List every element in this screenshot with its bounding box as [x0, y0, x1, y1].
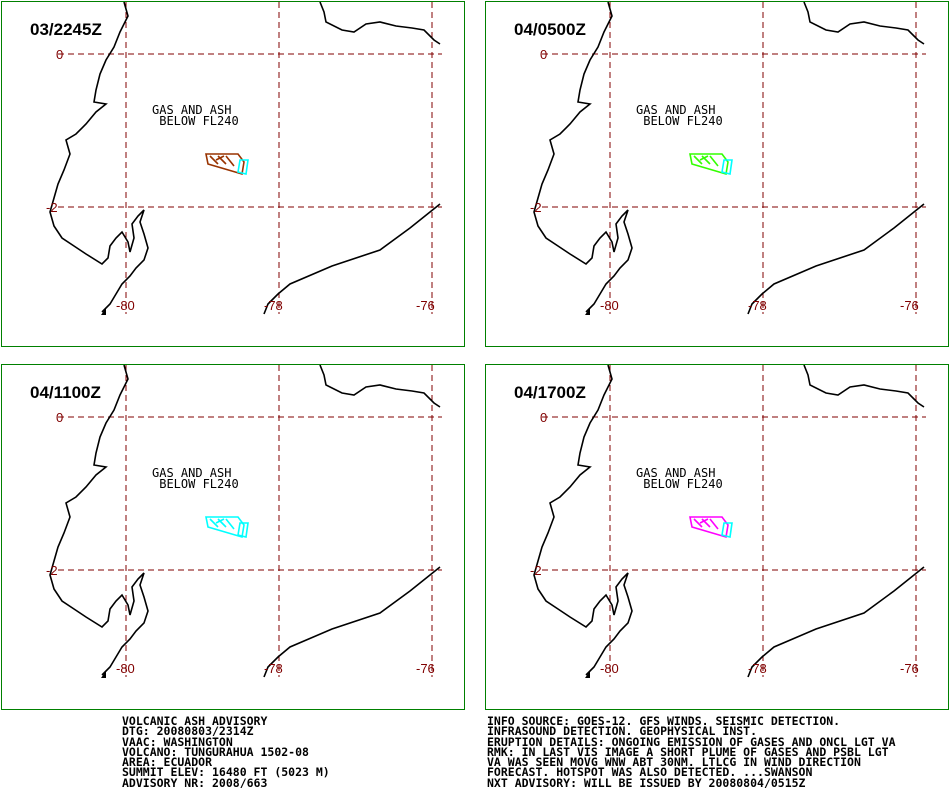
map-marker — [101, 671, 106, 678]
advisory-line: INFO SOURCE: GOES-12. GFS WINDS. SEISMIC… — [487, 714, 841, 728]
advisory-line: ERUPTION DETAILS: ONGOING EMISSION OF GA… — [487, 734, 896, 749]
advisory-line: RMK: IN LAST VIS IMAGE A SHORT PLUME OF … — [487, 744, 889, 759]
coastline-southeast — [747, 566, 925, 678]
panel-time-label: 04/1100Z — [30, 383, 101, 402]
plume-description: GAS AND ASH BELOW FL240 — [636, 103, 723, 128]
tick-label-lon-minus-80: -80 — [116, 661, 135, 676]
coastline-west — [49, 2, 149, 313]
volcano-hotspot-marker — [721, 522, 733, 538]
plume-description: GAS AND ASH BELOW FL240 — [152, 103, 239, 128]
coastline-southeast — [263, 566, 441, 678]
tick-label-lon-minus-78: -78 — [264, 298, 283, 313]
map-panel: 03/2245Z GAS AND ASH BELOW FL240 0 -2 -80 -78… — [1, 1, 465, 347]
advisory-line: INFRASOUND DETECTION. GEOPHYSICAL INST. — [487, 724, 758, 739]
ash-plume-polygon — [205, 516, 245, 539]
map-canvas — [49, 365, 442, 678]
coastline-northeast — [803, 365, 925, 408]
plume-description: GAS AND ASH BELOW FL240 — [636, 466, 723, 491]
tick-label-lon-minus-76: -76 — [416, 661, 435, 676]
advisory-line: SUMMIT ELEV: 16480 FT (5023 M) — [122, 765, 330, 780]
map-canvas — [49, 2, 442, 315]
tick-label-lat-minus-2: -2 — [530, 200, 542, 215]
advisory-line: ADVISORY NR: 2008/663 — [122, 775, 268, 790]
map-canvas — [533, 2, 926, 315]
map-marker — [585, 308, 590, 315]
tick-label-lon-minus-78: -78 — [264, 661, 283, 676]
advisory-line: VOLCANO: TUNGURAHUA 1502-08 — [122, 744, 309, 759]
ash-plume-polygon — [205, 153, 245, 176]
tick-label-lon-minus-80: -80 — [600, 298, 619, 313]
map-canvas — [533, 365, 926, 678]
tick-label-lat-0: 0 — [56, 410, 64, 425]
plume-description: GAS AND ASH BELOW FL240 — [152, 466, 239, 491]
coastline-northeast — [319, 365, 441, 408]
coastline-northeast — [319, 2, 441, 45]
advisory-line: VOLCANIC ASH ADVISORY — [122, 714, 268, 728]
tick-label-lat-minus-2: -2 — [46, 200, 58, 215]
tick-label-lat-minus-2: -2 — [46, 563, 58, 578]
tick-label-lon-minus-78: -78 — [748, 661, 767, 676]
tick-label-lon-minus-78: -78 — [748, 298, 767, 313]
advisory-line: VAAC: WASHINGTON — [122, 734, 233, 749]
coastline-northeast — [803, 2, 925, 45]
map-panel: 04/0500Z GAS AND ASH BELOW FL240 0 -2 -80 -78… — [485, 1, 949, 347]
coastline-west — [533, 365, 633, 676]
ash-plume-polygon — [689, 153, 729, 176]
advisory-header-block: VOLCANIC ASH ADVISORY DTG: 20080803/2314… — [122, 714, 330, 790]
coastline-southeast — [747, 203, 925, 315]
volcano-hotspot-marker — [721, 159, 733, 175]
volcano-hotspot-marker — [237, 522, 249, 538]
map-marker — [585, 671, 590, 678]
map-panel: 04/1100Z GAS AND ASH BELOW FL240 0 -2 -80 -78… — [1, 364, 465, 710]
ash-plume-polygon — [689, 516, 729, 539]
tick-label-lat-0: 0 — [56, 47, 64, 62]
tick-label-lon-minus-76: -76 — [900, 298, 919, 313]
advisory-line: VA WAS SEEN MOVG WNW ABT 30NM. LTLCG IN … — [487, 755, 861, 770]
advisory-details-block: INFO SOURCE: GOES-12. GFS WINDS. SEISMIC… — [487, 714, 896, 790]
advisory-line: DTG: 20080803/2314Z — [122, 724, 254, 739]
panel-time-label: 04/0500Z — [514, 20, 586, 39]
tick-label-lat-0: 0 — [540, 47, 548, 62]
advisory-line: AREA: ECUADOR — [122, 755, 213, 770]
coastline-southeast — [263, 203, 441, 315]
coastline-west — [533, 2, 633, 313]
panel-time-label: 04/1700Z — [514, 383, 586, 402]
volcano-hotspot-marker — [237, 159, 249, 175]
tick-label-lat-minus-2: -2 — [530, 563, 542, 578]
tick-label-lon-minus-80: -80 — [116, 298, 135, 313]
advisory-line: NXT ADVISORY: WILL BE ISSUED BY 20080804… — [487, 775, 806, 790]
tick-label-lat-0: 0 — [540, 410, 548, 425]
map-marker — [101, 308, 106, 315]
tick-label-lon-minus-76: -76 — [900, 661, 919, 676]
tick-label-lon-minus-76: -76 — [416, 298, 435, 313]
coastline-west — [49, 365, 149, 676]
tick-label-lon-minus-80: -80 — [600, 661, 619, 676]
panel-time-label: 03/2245Z — [30, 20, 102, 39]
map-panel: 04/1700Z GAS AND ASH BELOW FL240 0 -2 -80 -78… — [485, 364, 949, 710]
advisory-line: FORECAST. HOTSPOT WAS ALSO DETECTED. ...… — [487, 765, 813, 780]
